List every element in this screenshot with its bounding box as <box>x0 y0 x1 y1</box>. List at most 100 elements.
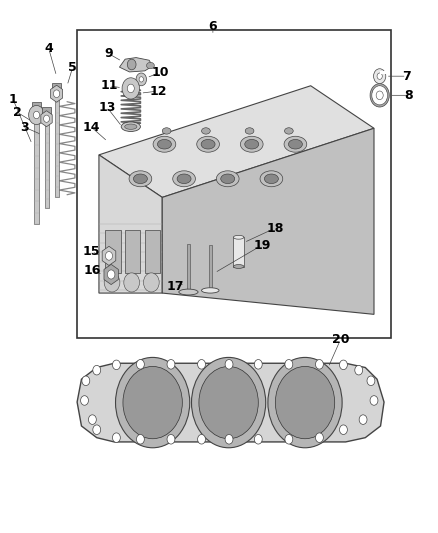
Ellipse shape <box>177 174 191 183</box>
Text: 15: 15 <box>83 245 100 258</box>
Text: 16: 16 <box>84 264 101 277</box>
Circle shape <box>167 434 175 444</box>
Circle shape <box>44 115 49 122</box>
Ellipse shape <box>233 264 244 269</box>
Circle shape <box>339 360 347 369</box>
Circle shape <box>374 69 386 84</box>
Ellipse shape <box>157 140 171 149</box>
Ellipse shape <box>245 128 254 134</box>
Circle shape <box>225 360 233 369</box>
FancyBboxPatch shape <box>125 230 141 273</box>
Ellipse shape <box>221 174 235 183</box>
Polygon shape <box>162 128 374 314</box>
Circle shape <box>372 86 388 105</box>
Bar <box>34 111 39 224</box>
Polygon shape <box>102 246 116 265</box>
Circle shape <box>93 425 101 434</box>
Circle shape <box>285 360 293 369</box>
Text: 1: 1 <box>9 93 17 106</box>
Ellipse shape <box>162 128 171 134</box>
Ellipse shape <box>201 288 219 293</box>
Circle shape <box>88 415 96 424</box>
Circle shape <box>254 360 262 369</box>
Circle shape <box>116 358 190 448</box>
Circle shape <box>339 425 347 434</box>
Text: 12: 12 <box>149 85 166 98</box>
Bar <box>233 237 244 266</box>
Circle shape <box>315 433 323 442</box>
Circle shape <box>107 270 115 279</box>
Circle shape <box>104 273 120 292</box>
Circle shape <box>198 360 205 369</box>
Bar <box>209 245 212 290</box>
Polygon shape <box>373 86 386 105</box>
Ellipse shape <box>121 122 141 132</box>
Text: 10: 10 <box>151 66 169 79</box>
Text: 11: 11 <box>100 79 118 92</box>
Circle shape <box>198 434 205 444</box>
Circle shape <box>167 360 175 369</box>
Ellipse shape <box>179 289 198 295</box>
Ellipse shape <box>173 171 195 187</box>
Ellipse shape <box>147 62 154 69</box>
Text: 7: 7 <box>403 70 411 83</box>
Circle shape <box>191 358 266 448</box>
Circle shape <box>367 376 375 385</box>
Text: 3: 3 <box>21 120 29 134</box>
Text: 4: 4 <box>44 42 53 55</box>
Bar <box>77 30 392 338</box>
Ellipse shape <box>284 136 307 152</box>
Circle shape <box>53 90 60 98</box>
Circle shape <box>33 111 39 119</box>
Bar <box>187 244 190 292</box>
Circle shape <box>144 273 159 292</box>
Text: 8: 8 <box>405 89 413 102</box>
Text: 20: 20 <box>332 333 349 346</box>
Ellipse shape <box>233 236 244 239</box>
FancyBboxPatch shape <box>106 230 121 273</box>
Text: 2: 2 <box>13 106 21 119</box>
Ellipse shape <box>240 136 263 152</box>
Circle shape <box>82 376 90 385</box>
Circle shape <box>370 395 378 405</box>
Circle shape <box>81 395 88 405</box>
Circle shape <box>376 91 383 100</box>
Text: 19: 19 <box>253 239 271 252</box>
Text: 6: 6 <box>208 20 217 33</box>
Polygon shape <box>104 264 118 285</box>
Circle shape <box>315 360 323 369</box>
Ellipse shape <box>285 128 293 134</box>
Ellipse shape <box>125 124 137 130</box>
Text: 5: 5 <box>68 61 77 74</box>
Circle shape <box>113 433 120 442</box>
Circle shape <box>254 434 262 444</box>
Ellipse shape <box>265 174 279 183</box>
Circle shape <box>139 77 144 82</box>
Circle shape <box>359 415 367 424</box>
Polygon shape <box>99 86 374 197</box>
Ellipse shape <box>197 136 219 152</box>
Ellipse shape <box>201 128 210 134</box>
Circle shape <box>127 84 134 93</box>
Circle shape <box>137 434 145 444</box>
Ellipse shape <box>201 140 215 149</box>
Circle shape <box>225 434 233 444</box>
Ellipse shape <box>260 171 283 187</box>
Circle shape <box>276 367 335 439</box>
Ellipse shape <box>216 171 239 187</box>
Bar <box>52 83 61 92</box>
Circle shape <box>113 360 120 369</box>
Circle shape <box>377 73 382 79</box>
Text: 14: 14 <box>83 120 100 134</box>
Text: 17: 17 <box>166 280 184 293</box>
Circle shape <box>136 73 147 86</box>
Circle shape <box>137 360 145 369</box>
Bar <box>42 107 51 116</box>
Polygon shape <box>77 364 384 442</box>
Ellipse shape <box>153 136 176 152</box>
Text: 13: 13 <box>98 101 116 114</box>
Bar <box>32 102 41 111</box>
Circle shape <box>122 78 140 99</box>
Polygon shape <box>120 58 152 72</box>
Circle shape <box>268 358 342 448</box>
